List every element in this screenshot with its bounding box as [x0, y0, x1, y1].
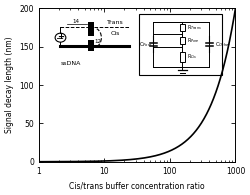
X-axis label: Cis/trans buffer concentration ratio: Cis/trans buffer concentration ratio [69, 181, 205, 190]
Y-axis label: Signal decay length (nm): Signal decay length (nm) [5, 37, 14, 133]
